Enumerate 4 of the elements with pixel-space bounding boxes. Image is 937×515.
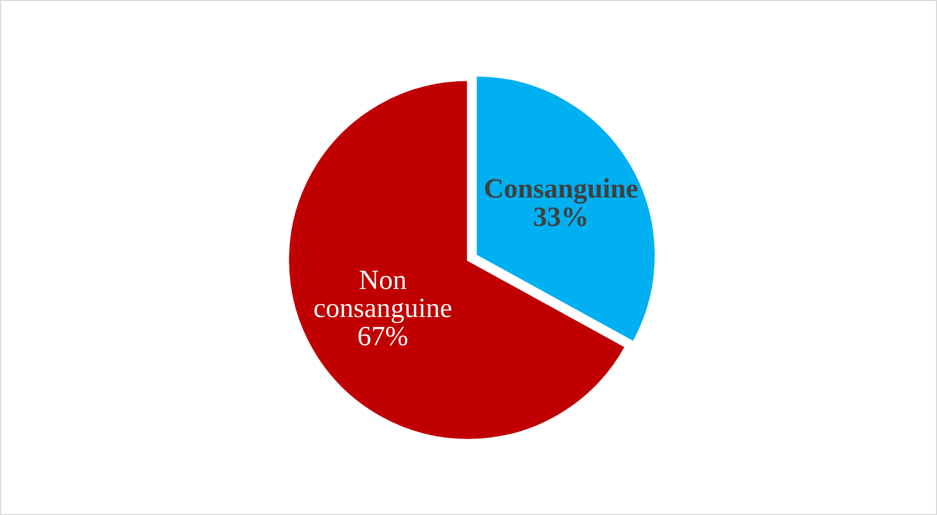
data-label: 67% bbox=[358, 326, 408, 346]
slice-label: Consanguine bbox=[485, 178, 638, 204]
slice-label: Non consanguine bbox=[314, 270, 452, 324]
data-label: 33% bbox=[534, 207, 586, 226]
